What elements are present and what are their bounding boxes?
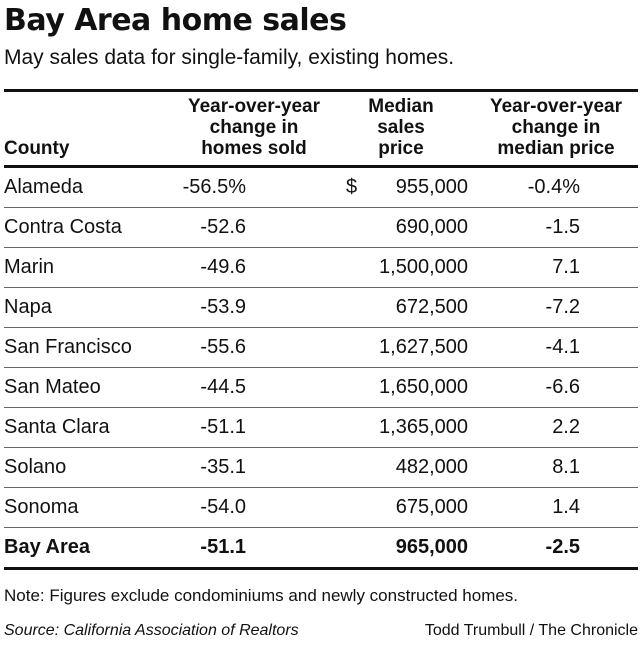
top-rule — [4, 89, 638, 92]
cell-homes-sold-change: -54.0 — [164, 487, 324, 528]
header-line: homes sold — [201, 138, 307, 159]
cell-median-price: 1,627,500 — [324, 327, 474, 368]
cell-homes-sold-change: -51.1 — [164, 527, 324, 570]
cell-county: Marin — [4, 247, 164, 288]
header-homes-sold-change: Year-over-year change in homes sold — [164, 92, 324, 168]
table-row: San Mateo -44.5 1,650,000 -6.6 — [4, 367, 638, 408]
header-line: change in — [209, 117, 299, 138]
source-credit: Source: California Association of Realto… — [4, 622, 299, 639]
chart-title: Bay Area home sales — [4, 3, 347, 38]
cell-median-price-change: -4.1 — [474, 327, 638, 368]
cell-median-price-change: -0.4% — [474, 166, 638, 208]
cell-county: San Mateo — [4, 367, 164, 408]
cell-homes-sold-change: -55.6 — [164, 327, 324, 368]
cell-median-price: 690,000 — [324, 207, 474, 248]
table-row: San Francisco -55.6 1,627,500 -4.1 — [4, 327, 638, 368]
price-value: 955,000 — [395, 176, 468, 198]
cell-median-price-change: -6.6 — [474, 367, 638, 408]
cell-median-price: $955,000 — [324, 166, 474, 208]
total-row: Bay Area -51.1 965,000 -2.5 — [4, 527, 638, 570]
cell-median-price-change: -7.2 — [474, 287, 638, 328]
header-county-line: County — [4, 138, 70, 159]
footer: Source: California Association of Realto… — [4, 622, 638, 640]
cell-county: Sonoma — [4, 487, 164, 528]
cell-median-price-change: 2.2 — [474, 407, 638, 448]
footnote: Note: Figures exclude condominiums and n… — [4, 586, 519, 605]
cell-county: Solano — [4, 447, 164, 488]
author-credit: Todd Trumbull / The Chronicle — [424, 622, 638, 639]
header-line: Median — [368, 96, 434, 117]
header-line: Year-over-year — [187, 96, 321, 117]
cell-county: Santa Clara — [4, 407, 164, 448]
cell-homes-sold-change: -51.1 — [164, 407, 324, 448]
header-line: sales — [377, 117, 425, 138]
header-line: Year-over-year — [489, 96, 623, 117]
cell-median-price: 1,650,000 — [324, 367, 474, 408]
cell-median-price-change: -2.5 — [474, 527, 638, 570]
cell-median-price: 965,000 — [324, 527, 474, 570]
cell-homes-sold-change: -52.6 — [164, 207, 324, 248]
cell-median-price-change: 1.4 — [474, 487, 638, 528]
table-row: Napa -53.9 672,500 -7.2 — [4, 287, 638, 328]
dollar-sign: $ — [346, 176, 358, 198]
header-row: County Year-over-year change in homes so… — [4, 92, 638, 168]
cell-county: Contra Costa — [4, 207, 164, 248]
cell-median-price-change: -1.5 — [474, 207, 638, 248]
table-row: Santa Clara -51.1 1,365,000 2.2 — [4, 407, 638, 448]
cell-median-price: 672,500 — [324, 287, 474, 328]
cell-homes-sold-change: -53.9 — [164, 287, 324, 328]
header-county: County — [4, 92, 164, 168]
chart-container: Bay Area home sales May sales data for s… — [4, 0, 638, 640]
header-median-price: Median sales price — [324, 92, 474, 168]
table-row: Solano -35.1 482,000 8.1 — [4, 447, 638, 488]
table-row: Marin -49.6 1,500,000 7.1 — [4, 247, 638, 288]
cell-homes-sold-change: -49.6 — [164, 247, 324, 288]
cell-county: Napa — [4, 287, 164, 328]
cell-homes-sold-change: -44.5 — [164, 367, 324, 408]
cell-homes-sold-change: -35.1 — [164, 447, 324, 488]
header-median-price-change: Year-over-year change in median price — [474, 92, 638, 168]
table-row: Sonoma -54.0 675,000 1.4 — [4, 487, 638, 528]
cell-median-price: 482,000 — [324, 447, 474, 488]
cell-county: Bay Area — [4, 527, 164, 570]
cell-homes-sold-change: -56.5% — [164, 166, 324, 208]
cell-median-price: 675,000 — [324, 487, 474, 528]
table-row: Alameda -56.5% $955,000 -0.4% — [4, 166, 638, 208]
table-row: Contra Costa -52.6 690,000 -1.5 — [4, 207, 638, 248]
cell-county: Alameda — [4, 166, 164, 208]
cell-median-price: 1,365,000 — [324, 407, 474, 448]
cell-median-price-change: 8.1 — [474, 447, 638, 488]
cell-median-price: 1,500,000 — [324, 247, 474, 288]
header-line: change in — [511, 117, 601, 138]
header-line: price — [378, 138, 424, 159]
header-line: median price — [497, 138, 615, 159]
chart-subtitle: May sales data for single-family, existi… — [4, 46, 455, 69]
cell-county: San Francisco — [4, 327, 164, 368]
cell-median-price-change: 7.1 — [474, 247, 638, 288]
sales-table: County Year-over-year change in homes so… — [4, 92, 638, 570]
